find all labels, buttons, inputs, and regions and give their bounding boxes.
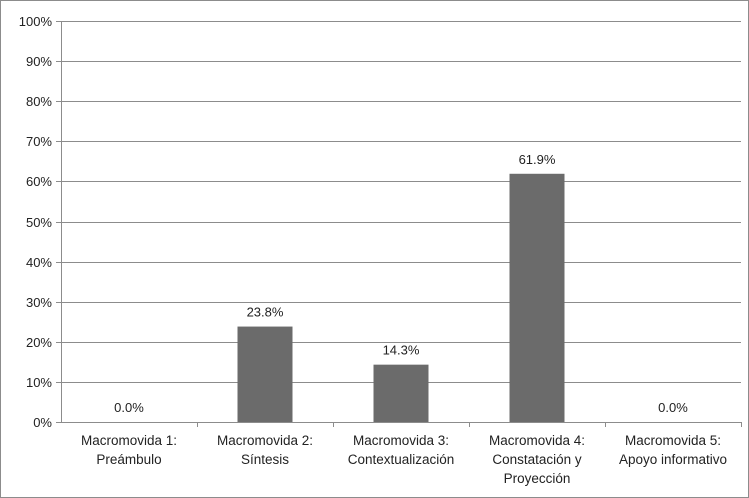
y-tick-label: 0%	[33, 415, 52, 430]
x-category-label: Contextualización	[348, 452, 455, 467]
y-tick-label: 50%	[26, 215, 52, 230]
data-label: 14.3%	[383, 343, 420, 358]
x-category-label: Apoyo informativo	[619, 452, 727, 467]
x-category-label: Macromovida 2:	[217, 433, 313, 448]
x-category-label: Preámbulo	[96, 452, 161, 467]
y-tick-label: 60%	[26, 174, 52, 189]
data-label: 23.8%	[247, 305, 284, 320]
y-tick-label: 90%	[26, 54, 52, 69]
y-tick-label: 20%	[26, 335, 52, 350]
axes	[56, 21, 742, 427]
x-category-label: Macromovida 5:	[625, 433, 721, 448]
bar	[373, 364, 429, 422]
bar	[509, 173, 565, 422]
x-category-label: Constatación y	[492, 452, 582, 467]
x-category-label: Macromovida 4:	[489, 433, 585, 448]
y-axis-tick-labels: 0% 10% 20% 30% 40% 50% 60% 70% 80% 90% 100%	[19, 14, 53, 430]
x-category-label: Macromovida 3:	[353, 433, 449, 448]
bars	[237, 173, 565, 422]
x-category-label: Proyección	[504, 471, 571, 486]
x-category-label: Macromovida 1:	[81, 433, 177, 448]
data-label: 0.0%	[114, 400, 144, 415]
y-tick-label: 40%	[26, 255, 52, 270]
grid-lines	[61, 21, 741, 383]
x-category-label: Síntesis	[241, 452, 289, 467]
data-labels: 0.0% 23.8% 14.3% 61.9% 0.0%	[114, 152, 688, 415]
x-axis-category-labels: Macromovida 1: Preámbulo Macromovida 2: Sín…	[81, 433, 727, 486]
bar	[237, 326, 293, 422]
y-tick-label: 100%	[19, 14, 53, 29]
data-label: 61.9%	[519, 152, 556, 167]
y-tick-label: 10%	[26, 375, 52, 390]
data-label: 0.0%	[658, 400, 688, 415]
y-tick-label: 70%	[26, 134, 52, 149]
y-tick-label: 80%	[26, 94, 52, 109]
y-tick-label: 30%	[26, 295, 52, 310]
